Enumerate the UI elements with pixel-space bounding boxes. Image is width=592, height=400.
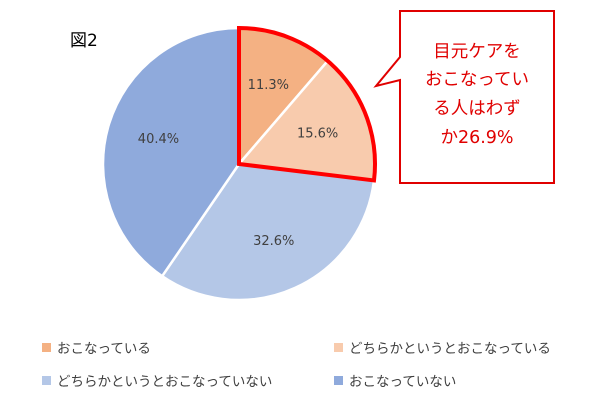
legend-swatch-2 bbox=[334, 343, 343, 352]
callout-box bbox=[373, 10, 555, 184]
figure-label: 図2 bbox=[70, 31, 98, 51]
legend-label-4: おこなっていない bbox=[349, 374, 456, 390]
callout-line-2: おこなってい bbox=[425, 70, 529, 90]
highlight-outline bbox=[237, 25, 377, 183]
slice-label-2: 15.6% bbox=[297, 127, 338, 142]
callout-line-4: か26.9% bbox=[440, 128, 513, 148]
legend-swatch-1 bbox=[42, 343, 51, 352]
pie-slice-3 bbox=[160, 162, 376, 302]
legend-label-1: おこなっている bbox=[57, 341, 151, 357]
slice-label-4: 40.4% bbox=[138, 132, 179, 147]
legend-swatch-3 bbox=[42, 376, 51, 385]
callout-line-1: 目元ケアを bbox=[433, 42, 521, 62]
slice-label-3: 32.6% bbox=[253, 234, 294, 249]
pie-slice-4 bbox=[101, 26, 241, 278]
legend-swatch-4 bbox=[334, 376, 343, 385]
callout-line-3: る人はわず bbox=[433, 99, 521, 119]
legend-label-2: どちらかというとおこなっている bbox=[349, 341, 551, 357]
pie-slices bbox=[101, 26, 377, 302]
slice-label-1: 11.3% bbox=[248, 78, 289, 93]
legend-label-3: どちらかというとおこなっていない bbox=[57, 374, 272, 390]
callout: 目元ケアを おこなってい る人はわず か26.9% bbox=[373, 10, 555, 184]
pie-slice-labels: 11.3% 15.6% 32.6% 40.4% bbox=[138, 78, 338, 249]
